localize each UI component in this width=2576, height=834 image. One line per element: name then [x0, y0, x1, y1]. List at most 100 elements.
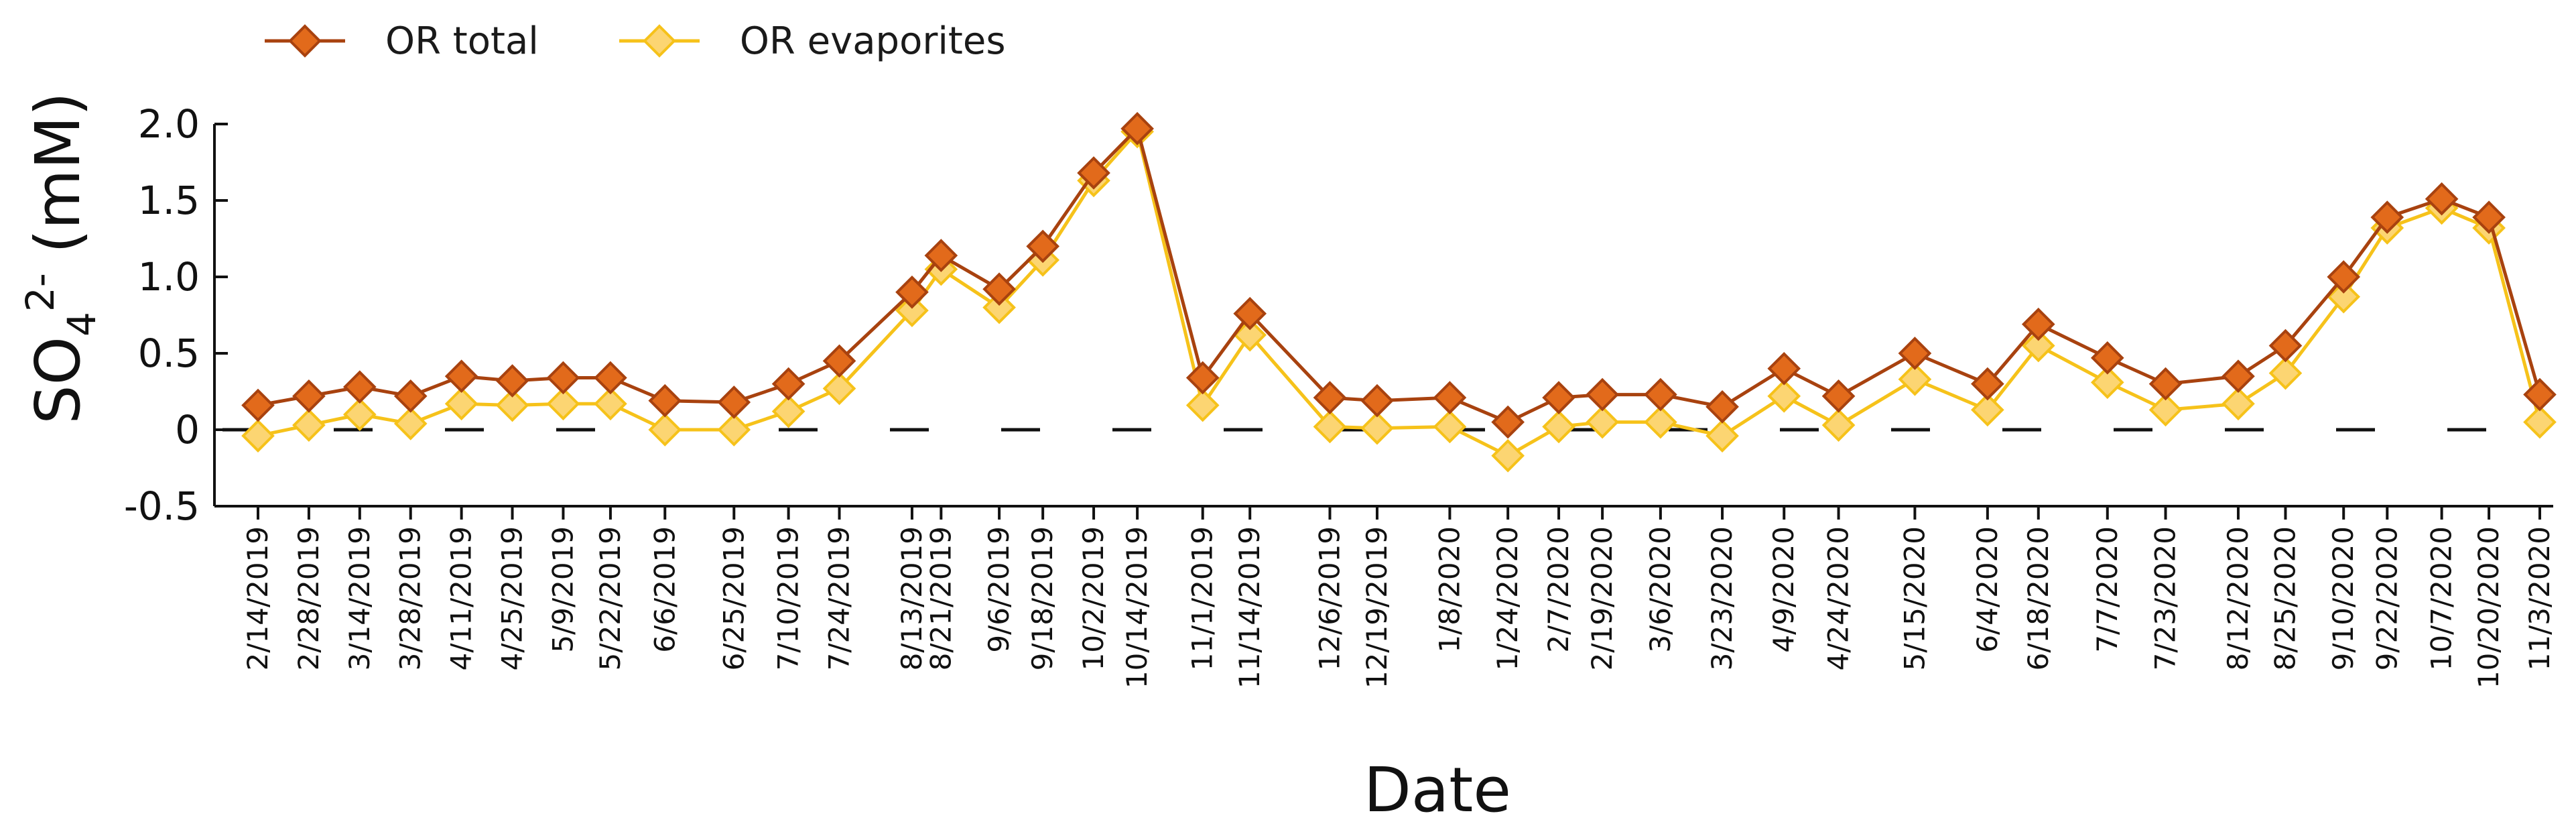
data-point-or-total	[2148, 367, 2183, 401]
data-point-or-evaporites	[2021, 329, 2055, 363]
data-point-or-total	[822, 344, 856, 378]
y-tick-label: 1.0	[138, 254, 200, 300]
x-tick-label: 7/7/2020	[2091, 526, 2124, 653]
data-point-or-evaporites	[1821, 408, 1856, 442]
series-or-evaporites	[241, 115, 2557, 473]
data-point-or-total	[771, 367, 806, 401]
data-point-or-evaporites	[717, 413, 751, 446]
x-tick-label: 10/7/2020	[2425, 526, 2458, 670]
x-tick-label: 3/28/2019	[394, 526, 427, 670]
data-point-or-evaporites	[1898, 362, 1932, 396]
legend: OR total OR evaporites	[265, 11, 1086, 71]
data-point-or-evaporites	[444, 387, 478, 421]
y-tick-label: 1.5	[138, 178, 200, 223]
data-point-or-total	[1644, 377, 1677, 412]
data-point-or-evaporites	[2523, 405, 2557, 439]
legend-label-evaporites: OR evaporites	[739, 19, 1006, 63]
x-tick-label: 2/19/2020	[1586, 526, 1618, 670]
data-point-or-total	[1491, 405, 1525, 439]
data-point-or-total	[2221, 359, 2255, 394]
x-tick-label: 9/6/2019	[982, 526, 1015, 653]
data-point-or-total	[292, 379, 326, 413]
data-point-or-total	[1077, 156, 1110, 190]
y-tick-label: 0.5	[138, 331, 200, 376]
data-point-or-evaporites	[495, 388, 529, 422]
data-point-or-evaporites	[1433, 410, 1467, 444]
data-point-or-evaporites	[1185, 388, 1220, 422]
data-point-or-evaporites	[2327, 280, 2361, 314]
data-point-or-evaporites	[546, 387, 580, 421]
x-tick-label: 3/14/2019	[343, 526, 376, 670]
data-point-or-total	[2268, 329, 2303, 363]
x-tick-label: 10/14/2019	[1120, 526, 1153, 689]
data-point-or-total	[1026, 229, 1059, 263]
x-tick-label: 12/6/2019	[1313, 526, 1346, 670]
data-point-or-total	[2523, 377, 2557, 412]
data-point-or-evaporites	[1491, 438, 1525, 473]
x-tick-label: 11/14/2019	[1233, 526, 1266, 689]
data-point-or-total	[895, 275, 929, 309]
y-tick-label: 2.0	[138, 101, 200, 147]
x-tick-label: 8/21/2019	[924, 526, 957, 670]
data-point-or-total	[2327, 260, 2361, 294]
y-axis: -0.5 0 0.5 1.0 1.5 2.0	[124, 101, 228, 529]
data-point-or-total	[2370, 200, 2404, 234]
x-tick-label: 9/10/2020	[2327, 526, 2360, 670]
data-point-or-evaporites	[2148, 393, 2183, 427]
x-tick-label: 11/3/2020	[2523, 526, 2556, 670]
x-tick-label: 12/19/2019	[1360, 526, 1393, 689]
data-point-or-total	[1542, 381, 1575, 414]
data-point-or-total	[342, 370, 377, 404]
data-point-or-total	[1185, 361, 1220, 395]
data-point-or-evaporites	[1767, 379, 1801, 413]
data-point-or-evaporites	[822, 371, 856, 406]
x-axis-title: Date	[1364, 754, 1511, 826]
x-tick-label: 11/1/2019	[1186, 526, 1219, 670]
data-point-or-evaporites	[1586, 405, 1619, 439]
data-point-or-evaporites	[342, 398, 377, 432]
data-point-or-evaporites	[1360, 411, 1394, 445]
data-point-or-total	[495, 364, 529, 398]
data-point-or-total	[393, 379, 428, 413]
legend-item-evaporites: OR evaporites	[619, 19, 1006, 63]
data-point-or-evaporites	[771, 394, 806, 428]
data-point-or-total	[924, 239, 958, 272]
data-point-or-total	[2425, 182, 2459, 216]
data-point-or-evaporites	[241, 419, 275, 453]
series-group	[241, 112, 2557, 473]
x-tick-label: 7/23/2020	[2149, 526, 2182, 670]
x-tick-label: 4/25/2019	[496, 526, 529, 670]
x-tick-label: 4/24/2020	[1822, 526, 1855, 670]
data-point-or-total	[1767, 351, 1801, 385]
x-tick-label: 6/6/2019	[648, 526, 681, 653]
data-point-or-total	[241, 388, 275, 422]
x-tick-label: 5/15/2020	[1898, 526, 1931, 670]
x-tick-label: 9/22/2020	[2370, 526, 2403, 670]
x-tick-label: 3/6/2020	[1644, 526, 1677, 653]
x-tick-label: 6/25/2019	[717, 526, 750, 670]
data-point-or-total	[1360, 383, 1394, 418]
data-point-or-evaporites	[895, 294, 929, 327]
x-tick-label: 5/9/2019	[546, 526, 579, 653]
x-tick-label: 8/12/2020	[2221, 526, 2254, 670]
x-tick-label: 7/10/2019	[772, 526, 805, 670]
data-point-or-total	[594, 361, 627, 395]
x-tick-label: 2/7/2020	[1542, 526, 1575, 653]
x-tick-label: 4/11/2019	[445, 526, 478, 670]
svg-text:SO42- (mM): SO42- (mM)	[17, 92, 105, 424]
legend-swatch-evaporites	[619, 24, 700, 58]
data-point-or-evaporites	[1233, 318, 1267, 352]
data-point-or-evaporites	[982, 290, 1016, 324]
data-point-or-evaporites	[594, 387, 627, 421]
data-point-or-evaporites	[1542, 410, 1575, 444]
x-tick-label: 3/23/2020	[1705, 526, 1738, 670]
data-point-or-evaporites	[648, 413, 682, 446]
y-tick-label: 0	[175, 407, 200, 453]
data-point-or-total	[1821, 379, 1856, 413]
x-tick-label: 5/22/2019	[594, 526, 627, 670]
data-point-or-evaporites	[2268, 356, 2303, 390]
x-tick-label: 9/18/2019	[1026, 526, 1059, 670]
x-axis: 2/14/2019 2/28/2019 3/14/2019 3/28/2019 4/11…	[214, 505, 2556, 689]
y-tick-label: -0.5	[124, 483, 200, 529]
data-point-or-evaporites	[1705, 419, 1739, 453]
